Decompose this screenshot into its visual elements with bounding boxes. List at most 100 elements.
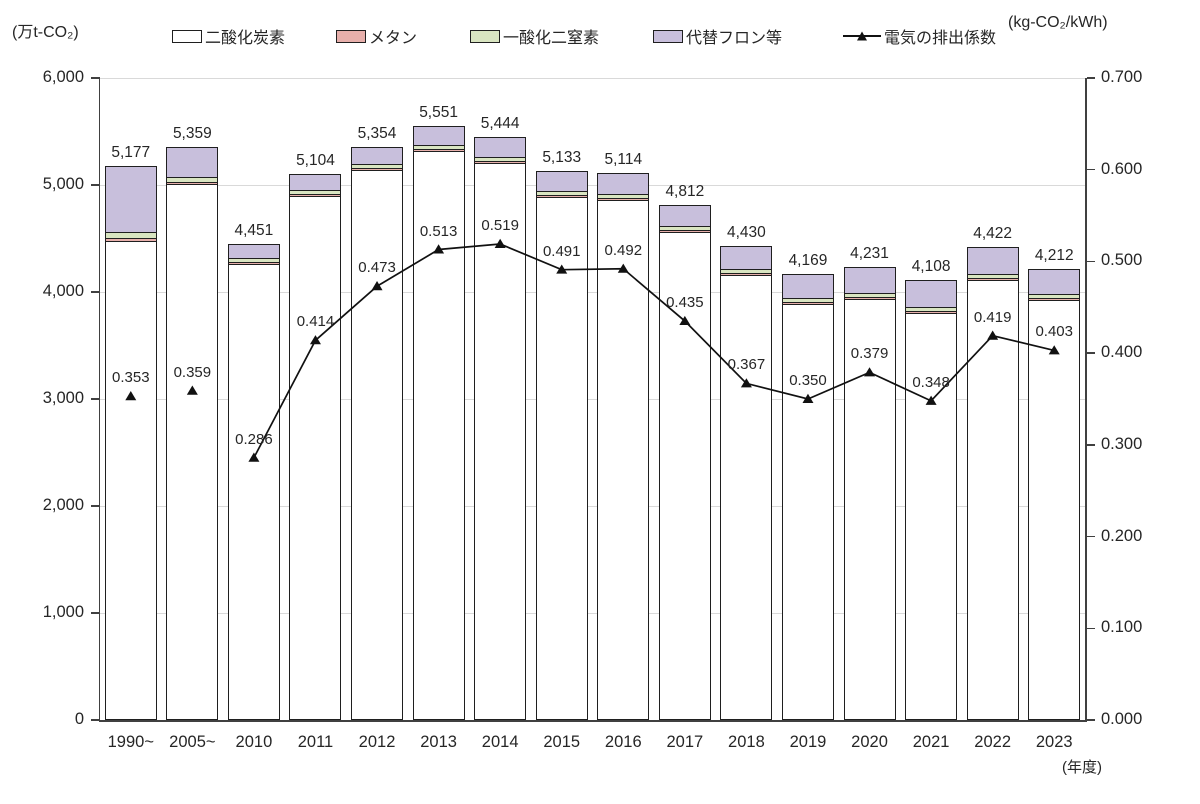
x-axis-label-2013: 2013 — [420, 733, 457, 751]
x-axis-unit-label: (年度) — [1062, 759, 1102, 776]
bar-segment-ch4 — [1029, 299, 1080, 302]
bar-segment-ch4 — [782, 302, 833, 305]
legend-item-n2o: 一酸化二窒素 — [470, 26, 599, 47]
line-value-label: 0.350 — [789, 372, 827, 389]
left-axis-tick-label: 3,000 — [42, 389, 84, 407]
x-axis-label-2011: 2011 — [297, 733, 334, 751]
line-value-label: 0.519 — [481, 217, 519, 234]
bar-segment-n2o — [536, 191, 587, 196]
bar-segment-hfc — [844, 268, 895, 295]
bar-segment-ch4 — [721, 273, 772, 276]
bar-total-label: 4,451 — [234, 221, 274, 239]
left-axis-unit-label: (万t-CO₂) — [12, 24, 79, 41]
bar-segment-hfc — [105, 167, 156, 234]
right-axis-tick — [1086, 627, 1095, 630]
bar-2012 — [351, 147, 404, 720]
right-axis-tick — [1086, 719, 1095, 721]
right-axis-tick — [1086, 260, 1095, 263]
legend-label-co2: 二酸化炭素 — [205, 30, 286, 47]
x-axis-label-2022: 2022 — [974, 733, 1012, 751]
legend-label-ch4: メタン — [369, 30, 418, 47]
x-axis-label-2015: 2015 — [543, 733, 581, 751]
bar-total-label: 5,114 — [604, 150, 643, 168]
right-axis-tick — [1086, 535, 1095, 538]
gridline — [100, 612, 1085, 614]
line-value-label: 0.419 — [973, 308, 1012, 326]
line-value-label: 0.403 — [1035, 323, 1073, 341]
bar-segment-n2o — [352, 165, 403, 170]
bar-segment-n2o — [598, 194, 649, 199]
legend-item-co2: 二酸化炭素 — [172, 26, 286, 47]
right-axis-tick-label: 0.700 — [1101, 68, 1143, 86]
methane-swatch-icon — [336, 29, 366, 43]
bar-segment-hfc — [475, 138, 526, 159]
hfc-swatch-icon — [653, 29, 683, 43]
bar-segment-ch4 — [659, 231, 710, 234]
bar-segment-hfc — [906, 281, 957, 309]
right-axis-tick — [1086, 168, 1095, 171]
line-value-label: 0.473 — [358, 259, 396, 277]
co2-swatch-icon — [172, 29, 202, 43]
x-axis-label-2019: 2019 — [789, 733, 827, 751]
gridline — [100, 77, 1085, 79]
left-axis-tick — [91, 719, 100, 721]
bar-total-label: 4,231 — [850, 245, 889, 263]
legend-label-emission-factor: 電気の排出係数 — [884, 30, 997, 47]
x-axis-label-2005: 2005~ — [169, 733, 216, 751]
bar-segment-hfc — [598, 173, 649, 195]
bar-segment-n2o — [167, 177, 218, 183]
bar-total-label: 4,430 — [727, 223, 766, 241]
line-value-label: 0.513 — [419, 222, 458, 240]
x-axis-label-1990: 1990~ — [107, 733, 154, 751]
right-axis-tick — [1086, 77, 1095, 79]
x-axis-label-2020: 2020 — [851, 733, 888, 751]
bar-segment-n2o — [659, 227, 710, 232]
line-value-label: 0.435 — [666, 294, 704, 312]
bar-total-label: 4,108 — [911, 258, 951, 276]
bar-segment-ch4 — [475, 162, 526, 165]
left-axis-tick — [91, 398, 100, 400]
bar-segment-hfc — [721, 246, 772, 270]
line-value-label: 0.379 — [850, 345, 889, 363]
right-axis-tick — [1086, 352, 1095, 354]
line-marker-sample-icon — [843, 29, 881, 43]
bar-2018 — [720, 245, 773, 720]
line-value-label: 0.367 — [727, 356, 766, 374]
x-axis-label-2017: 2017 — [666, 733, 704, 751]
bar-segment-ch4 — [906, 312, 957, 315]
left-axis-tick — [91, 612, 100, 614]
bar-segment-ch4 — [967, 278, 1018, 281]
left-axis-tick — [91, 505, 100, 507]
line-value-label: 0.348 — [912, 373, 950, 391]
bar-segment-n2o — [105, 233, 156, 240]
x-axis — [98, 720, 1087, 722]
bar-segment-hfc — [659, 206, 710, 228]
y-axis-right — [1085, 78, 1087, 722]
bar-total-label: 5,104 — [296, 151, 335, 169]
bar-total-label: 5,359 — [172, 124, 212, 142]
bar-total-label: 5,444 — [480, 115, 520, 133]
bar-segment-n2o — [475, 158, 526, 163]
right-axis-tick-label: 0.500 — [1101, 251, 1143, 270]
legend-item-hfc: 代替フロン等 — [653, 26, 782, 47]
left-axis-tick-label: 6,000 — [42, 68, 84, 86]
bar-2021 — [905, 280, 958, 720]
left-axis-tick-label: 0 — [74, 710, 84, 728]
bar-segment-hfc — [290, 174, 341, 191]
bar-total-label: 4,422 — [973, 224, 1013, 242]
bar-total-label: 4,169 — [788, 251, 828, 269]
bar-segment-ch4 — [352, 169, 403, 172]
bar-segment-ch4 — [290, 194, 341, 197]
bar-segment-ch4 — [844, 298, 895, 301]
bar-segment-hfc — [1029, 270, 1080, 296]
legend-item-emission-factor: 電気の排出係数 — [843, 26, 997, 47]
left-axis-tick — [91, 291, 100, 293]
y-axis-left — [98, 78, 100, 722]
bar-total-label: 4,212 — [1034, 247, 1074, 265]
bar-2005 — [166, 146, 219, 720]
bar-segment-hfc — [228, 244, 279, 259]
bar-segment-ch4 — [105, 239, 156, 243]
bar-segment-ch4 — [598, 198, 649, 201]
left-axis-tick — [91, 77, 100, 79]
